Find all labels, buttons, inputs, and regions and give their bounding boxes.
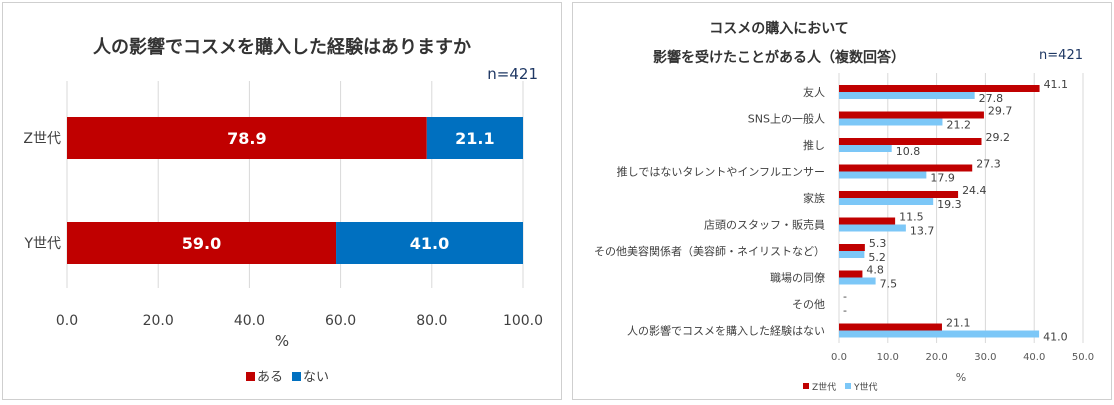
legend-label: ない: [303, 370, 329, 385]
data-label: 41.1: [1044, 78, 1069, 91]
bar: [839, 164, 973, 172]
category-label: その他: [792, 298, 825, 311]
bar: [839, 198, 934, 205]
data-label: 29.2: [985, 131, 1010, 144]
category-label: 推しではないタレントやインフルエンサー: [617, 165, 825, 179]
data-label: 5.3: [869, 237, 887, 250]
data-label: 4.8: [866, 264, 884, 277]
chart-title-line-1: コスメの購入において: [709, 20, 849, 37]
legend-label: Z世代: [812, 381, 836, 393]
data-label: 21.1: [455, 129, 494, 148]
bar: [839, 111, 984, 119]
x-tick-label: 40.0: [234, 313, 265, 329]
bar-segment: [67, 117, 427, 159]
category-label: 職場の同僚: [770, 272, 825, 285]
x-tick-label: 0.0: [56, 313, 78, 329]
x-tick-label: 20.0: [925, 352, 947, 363]
category-label: その他美容関係者（美容師・ネイリストなど）: [594, 244, 825, 258]
bar: [839, 118, 943, 126]
bar: [839, 224, 906, 232]
left-chart: 人の影響でコスメを購入した経験はありますか n=421 0.0 20.0 40.0 60.…: [23, 36, 543, 385]
bar: [839, 171, 927, 179]
category-label: 店頭のスタッフ・販売員: [704, 218, 825, 232]
data-label: 27.3: [976, 158, 1001, 171]
sample-size-note: n=421: [1039, 48, 1083, 63]
data-label: 5.2: [868, 251, 886, 264]
data-label: 7.5: [880, 278, 898, 291]
x-tick-label: 50.0: [1072, 352, 1094, 363]
data-label: 24.4: [962, 184, 987, 197]
bar: [839, 323, 942, 331]
data-label: 41.0: [410, 234, 449, 253]
legend-label: Y世代: [853, 381, 878, 393]
bar: [839, 330, 1040, 338]
chart-title: 人の影響でコスメを購入した経験はありますか: [93, 36, 471, 58]
legend-swatch: [845, 383, 851, 389]
data-label: 10.8: [896, 145, 921, 158]
right-chart-panel: コスメの購入において影響を受けたことがある人（複数回答） n=421 0.0 10.0…: [572, 2, 1112, 400]
bar-segment: [336, 222, 523, 264]
bar: [839, 191, 959, 198]
x-tick-label: 0.0: [831, 352, 847, 363]
bar: [839, 270, 863, 278]
bar: [839, 244, 865, 251]
legend-swatch: [292, 372, 301, 381]
legend-label: ある: [257, 370, 283, 385]
category-label: 推し: [803, 138, 825, 152]
data-label: 27.8: [979, 92, 1004, 105]
data-label: 41.0: [1043, 331, 1068, 344]
x-axis-label: %: [275, 332, 289, 350]
x-tick-label: 100.0: [503, 313, 543, 329]
x-tick-label: 30.0: [974, 352, 996, 363]
bar-segment: [426, 117, 523, 159]
category-label: Y世代: [23, 236, 61, 252]
x-tick-label: 80.0: [416, 313, 447, 329]
data-label: -: [843, 304, 847, 317]
x-axis-label: %: [956, 371, 966, 384]
data-label: 11.5: [899, 211, 924, 224]
left-chart-panel: 人の影響でコスメを購入した経験はありますか n=421 0.0 20.0 40.0 60.…: [2, 2, 562, 400]
x-tick-label: 40.0: [1023, 352, 1045, 363]
data-label: 78.9: [227, 129, 266, 148]
category-label: Z世代: [23, 131, 61, 147]
bar: [839, 92, 975, 99]
category-label: 友人: [803, 85, 825, 99]
bar: [839, 85, 1040, 92]
data-label: 21.1: [946, 317, 971, 330]
data-label: 13.7: [910, 225, 935, 238]
bar: [839, 145, 892, 152]
x-tick-label: 10.0: [877, 352, 899, 363]
data-label: -: [843, 290, 847, 303]
x-tick-label: 60.0: [325, 313, 356, 329]
data-label: 59.0: [182, 234, 221, 253]
data-label: 29.7: [988, 105, 1013, 118]
bar: [839, 251, 865, 258]
bar: [839, 217, 896, 225]
bar-segment: [67, 222, 337, 264]
legend-swatch: [803, 383, 809, 389]
category-label: 人の影響でコスメを購入した経験はない: [627, 324, 825, 338]
x-tick-label: 20.0: [143, 313, 174, 329]
bar: [839, 138, 982, 145]
sample-size-note: n=421: [487, 65, 538, 83]
data-label: 17.9: [930, 172, 955, 185]
data-label: 21.2: [946, 119, 971, 132]
bar: [839, 277, 876, 285]
category-label: 家族: [803, 191, 825, 205]
category-label: SNS上の一般人: [748, 113, 825, 126]
chart-title-line-2: 影響を受けたことがある人（複数回答）: [653, 49, 905, 66]
data-label: 19.3: [937, 198, 962, 211]
legend-swatch: [246, 372, 255, 381]
